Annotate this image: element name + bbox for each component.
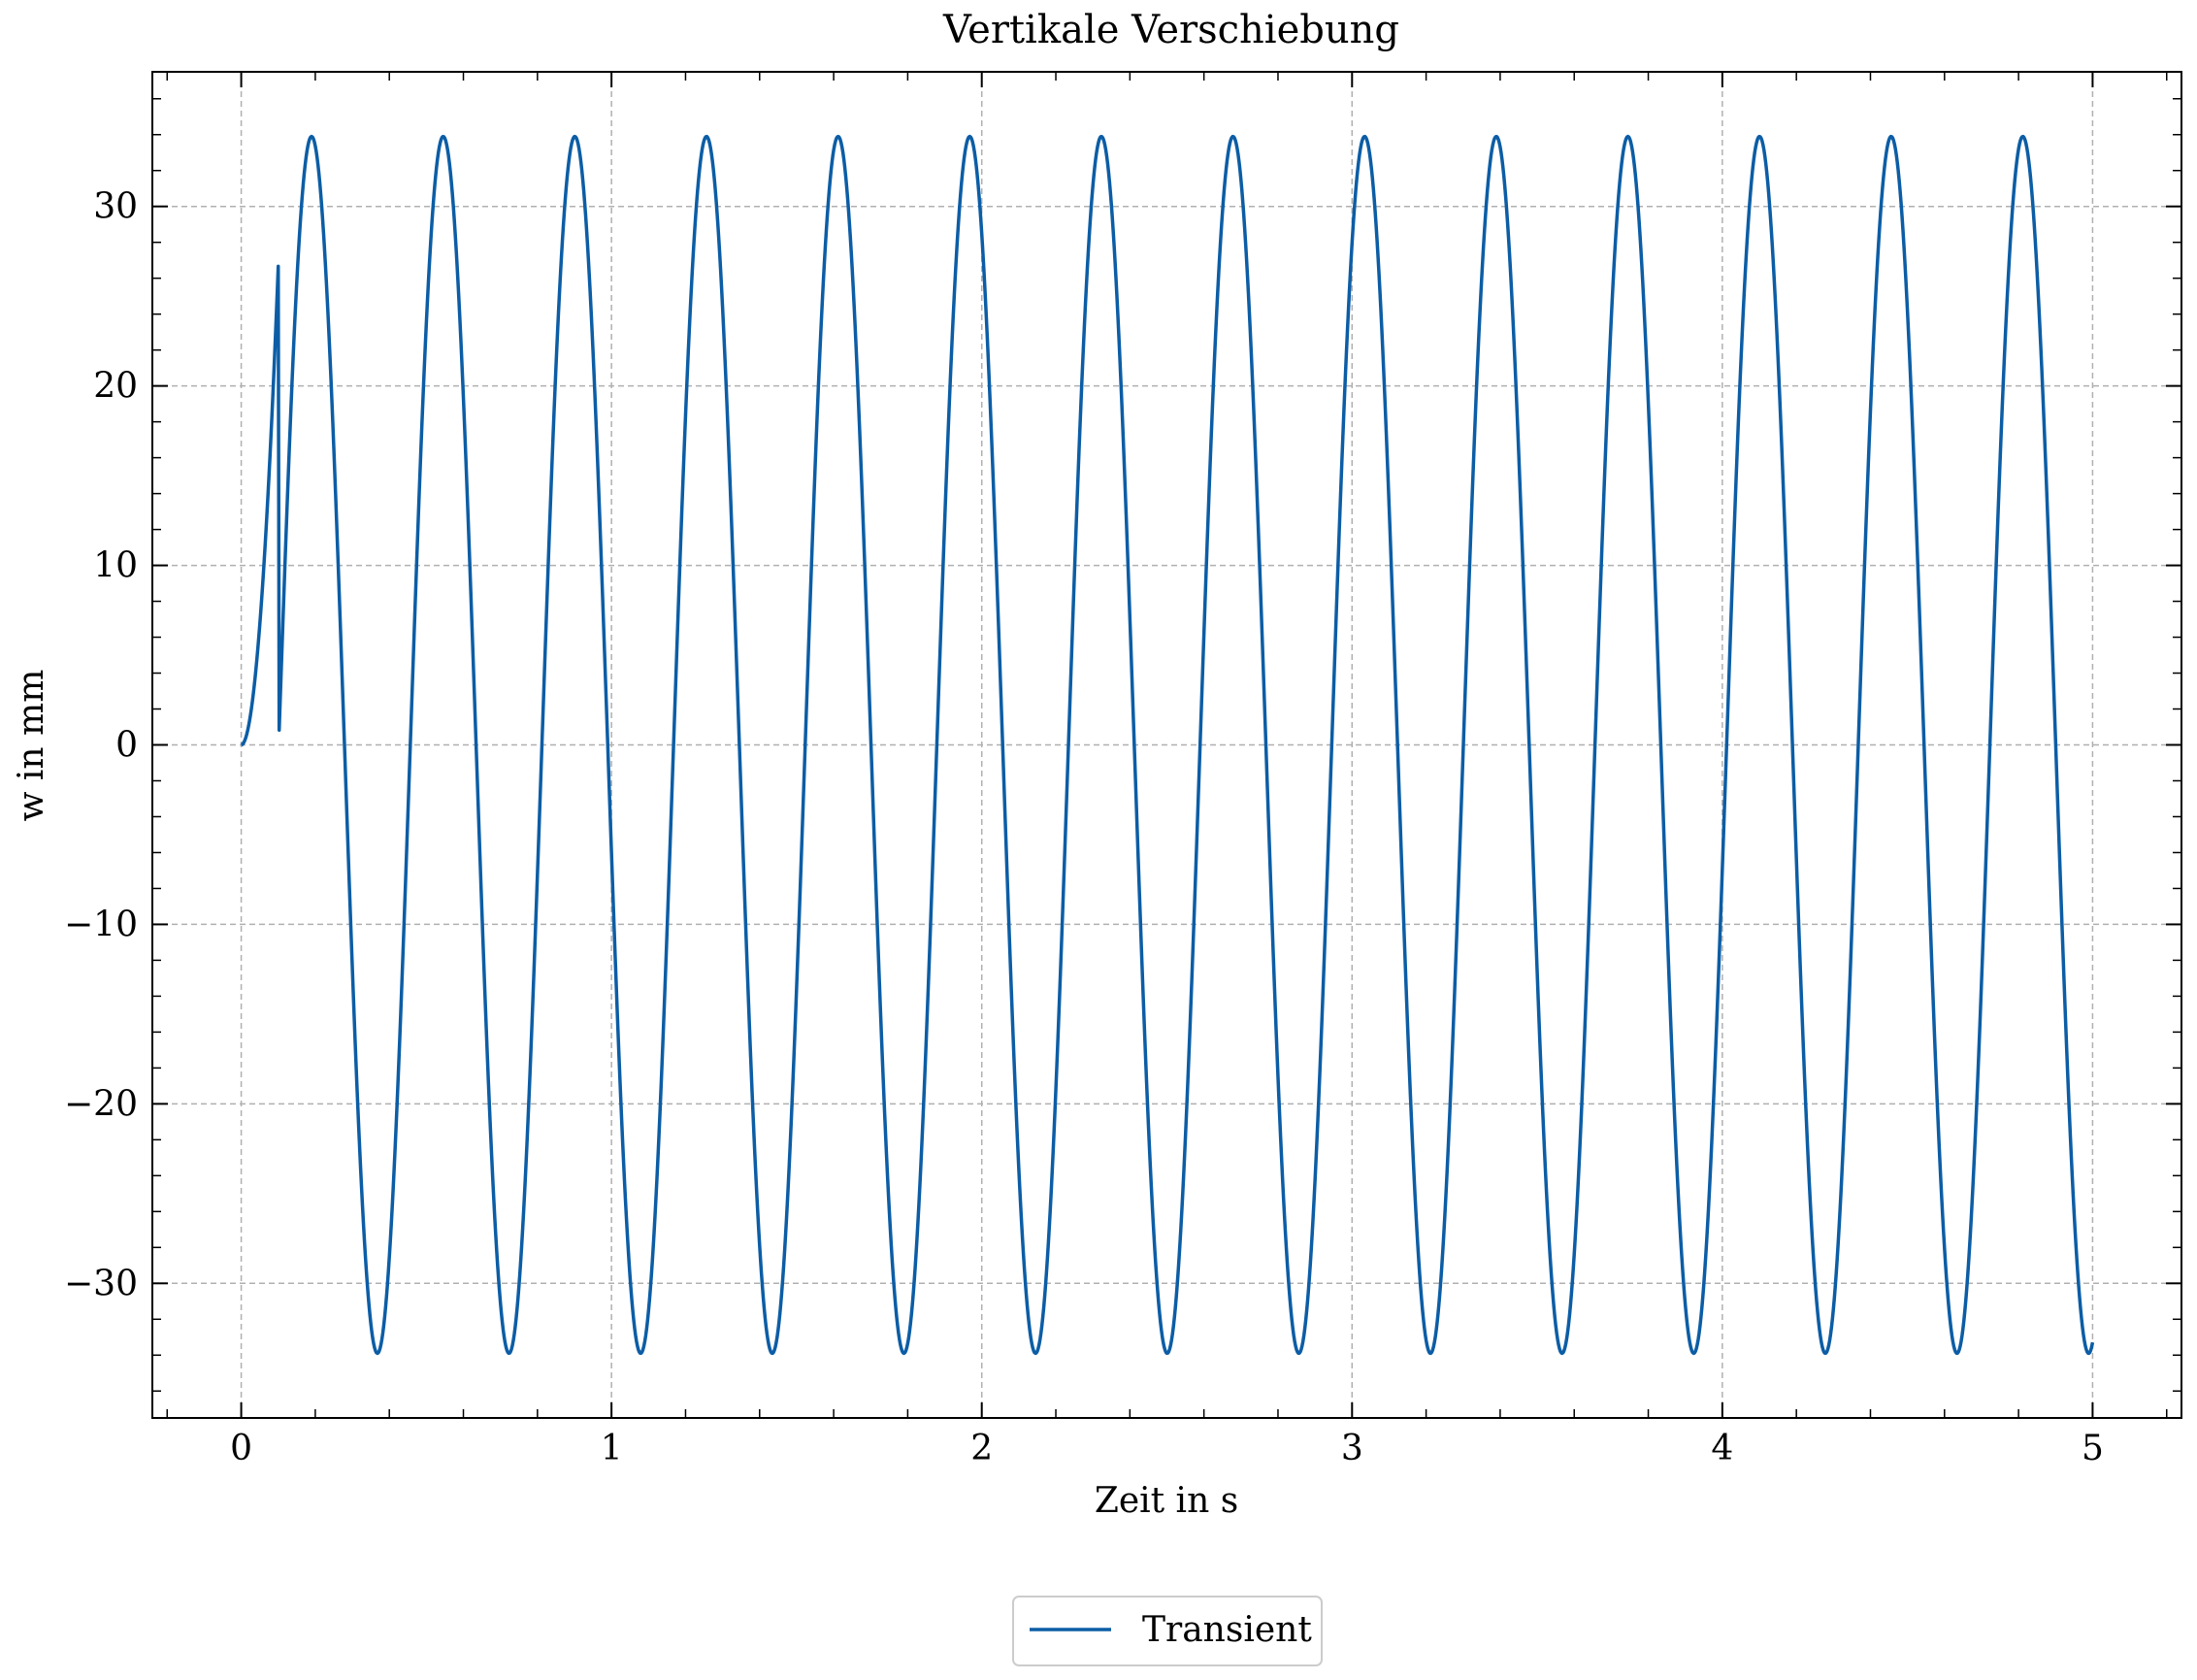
x-axis-label: Zeit in s	[1095, 1481, 1238, 1521]
tick-labels: 0 1 2 3 4 5 −30 −20 −10 0 10 20 30	[64, 187, 2104, 1468]
axis-ticks	[152, 72, 2181, 1418]
plot-area	[240, 134, 2095, 1356]
x-tick-label: 2	[970, 1429, 993, 1468]
x-tick-label: 3	[1341, 1429, 1363, 1468]
legend-box	[1012, 1596, 1323, 1666]
x-tick-label: 1	[601, 1429, 623, 1468]
legend-label-transient: Transient	[1142, 1610, 1312, 1650]
x-tick-label: 0	[230, 1429, 252, 1468]
y-tick-label: −30	[64, 1264, 138, 1303]
y-tick-label: 0	[115, 726, 138, 766]
chart-title: Vertikale Verschiebung	[942, 8, 1399, 52]
x-tick-label: 4	[1711, 1429, 1733, 1468]
y-tick-label: 10	[93, 546, 138, 586]
gridlines	[152, 72, 2181, 1418]
y-tick-label: −10	[64, 905, 138, 944]
x-tick-label: 5	[2082, 1429, 2104, 1468]
y-axis-label: w in mm	[12, 670, 51, 822]
legend: Transient	[1012, 1596, 1323, 1666]
series-line-transient	[240, 134, 2095, 1356]
y-tick-label: −20	[64, 1084, 138, 1124]
y-tick-label: 30	[93, 187, 138, 227]
y-tick-label: 20	[93, 367, 138, 407]
